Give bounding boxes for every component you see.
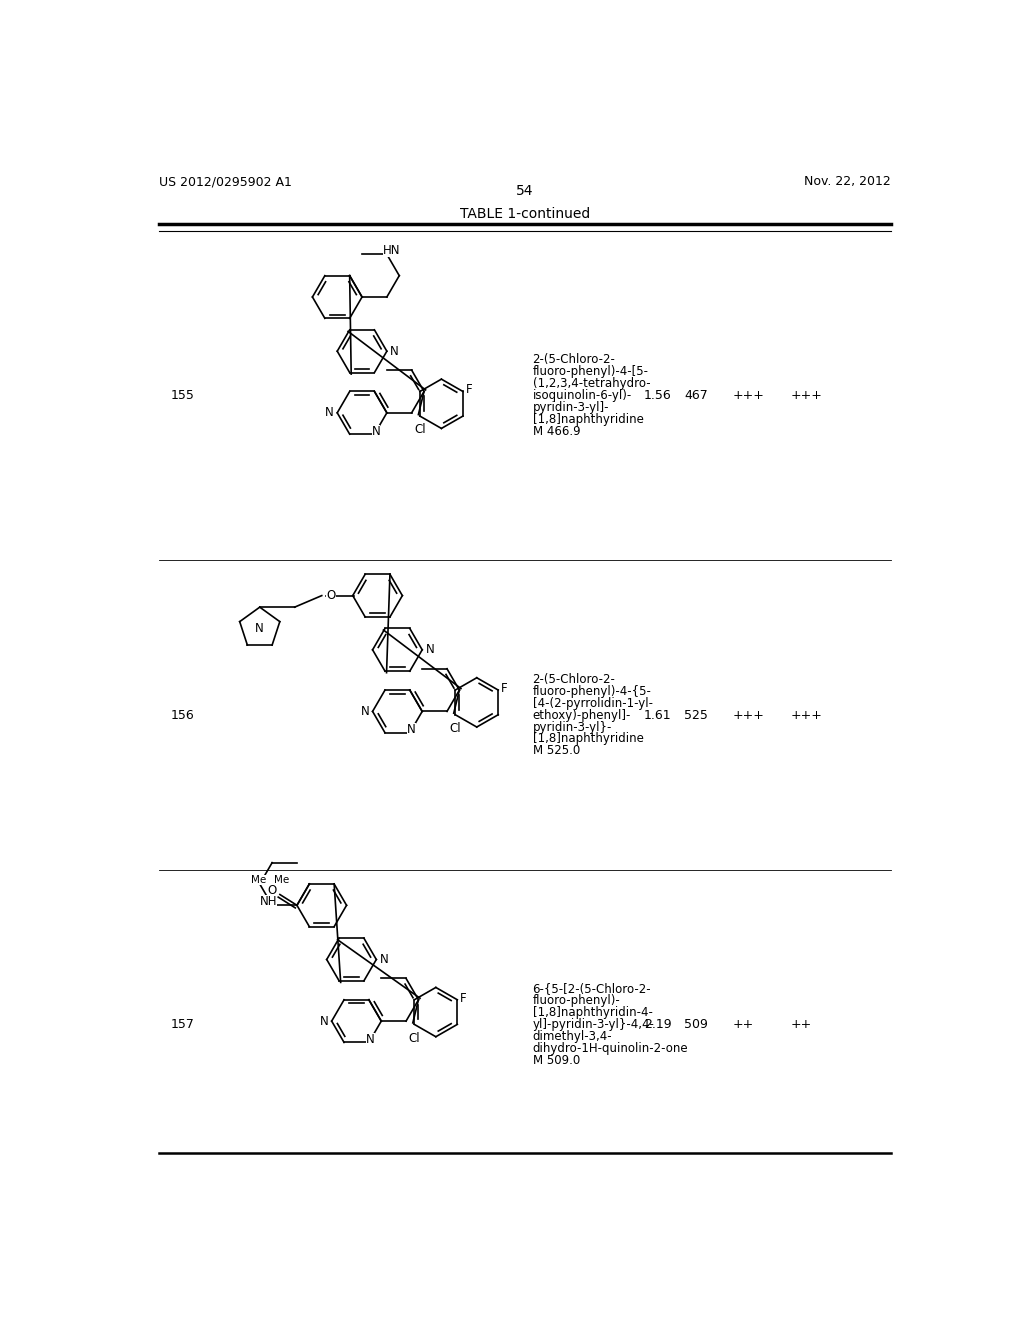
- Text: ++: ++: [791, 1018, 812, 1031]
- Text: TABLE 1-continued: TABLE 1-continued: [460, 207, 590, 220]
- Text: [1,8]naphthyridine: [1,8]naphthyridine: [532, 413, 643, 426]
- Text: Me: Me: [273, 875, 289, 886]
- Text: Cl: Cl: [409, 1032, 420, 1044]
- Text: pyridin-3-yl}-: pyridin-3-yl}-: [532, 721, 612, 734]
- Text: N: N: [255, 622, 264, 635]
- Text: 157: 157: [171, 1018, 195, 1031]
- Text: 525: 525: [684, 709, 709, 722]
- Text: yl]-pyridin-3-yl}-4,4-: yl]-pyridin-3-yl}-4,4-: [532, 1018, 654, 1031]
- Text: ++: ++: [732, 1018, 754, 1031]
- Text: N: N: [407, 723, 416, 737]
- Text: N: N: [426, 643, 434, 656]
- Text: N: N: [366, 1032, 375, 1045]
- Text: dimethyl-3,4-: dimethyl-3,4-: [532, 1030, 612, 1043]
- Text: 156: 156: [171, 709, 195, 722]
- Text: Cl: Cl: [450, 722, 461, 735]
- Text: O: O: [327, 589, 336, 602]
- Text: +++: +++: [732, 709, 764, 722]
- Text: Nov. 22, 2012: Nov. 22, 2012: [804, 176, 891, 187]
- Text: F: F: [460, 991, 467, 1005]
- Text: +++: +++: [791, 709, 822, 722]
- Text: 2-(5-Chloro-2-: 2-(5-Chloro-2-: [532, 673, 615, 686]
- Text: N: N: [326, 407, 334, 420]
- Text: N: N: [360, 705, 370, 718]
- Text: Cl: Cl: [414, 424, 426, 437]
- Text: N: N: [372, 425, 380, 437]
- Text: N: N: [390, 345, 399, 358]
- Text: +++: +++: [791, 389, 822, 403]
- Text: 54: 54: [516, 183, 534, 198]
- Text: O: O: [267, 884, 276, 898]
- Text: dihydro-1H-quinolin-2-one: dihydro-1H-quinolin-2-one: [532, 1041, 688, 1055]
- Text: N: N: [319, 1015, 329, 1027]
- Text: [4-(2-pyrrolidin-1-yl-: [4-(2-pyrrolidin-1-yl-: [532, 697, 652, 710]
- Text: 2-(5-Chloro-2-: 2-(5-Chloro-2-: [532, 354, 615, 366]
- Text: 509: 509: [684, 1018, 709, 1031]
- Text: +++: +++: [732, 389, 764, 403]
- Text: 6-{5-[2-(5-Chloro-2-: 6-{5-[2-(5-Chloro-2-: [532, 982, 651, 995]
- Text: HN: HN: [383, 244, 400, 257]
- Text: US 2012/0295902 A1: US 2012/0295902 A1: [159, 176, 292, 187]
- Text: pyridin-3-yl]-: pyridin-3-yl]-: [532, 401, 609, 414]
- Text: M 466.9: M 466.9: [532, 425, 581, 438]
- Text: fluoro-phenyl)-4-{5-: fluoro-phenyl)-4-{5-: [532, 685, 651, 698]
- Text: [1,8]naphthyridin-4-: [1,8]naphthyridin-4-: [532, 1006, 652, 1019]
- Text: 1.56: 1.56: [644, 389, 672, 403]
- Text: fluoro-phenyl)-4-[5-: fluoro-phenyl)-4-[5-: [532, 366, 648, 379]
- Text: NH: NH: [259, 895, 278, 908]
- Text: 1.61: 1.61: [644, 709, 672, 722]
- Text: N: N: [380, 953, 388, 966]
- Text: M 525.0: M 525.0: [532, 744, 580, 758]
- Text: F: F: [501, 682, 508, 696]
- Text: F: F: [466, 383, 472, 396]
- Text: isoquinolin-6-yl)-: isoquinolin-6-yl)-: [532, 389, 632, 403]
- Text: [1,8]naphthyridine: [1,8]naphthyridine: [532, 733, 643, 746]
- Text: (1,2,3,4-tetrahydro-: (1,2,3,4-tetrahydro-: [532, 378, 650, 391]
- Text: M 509.0: M 509.0: [532, 1053, 580, 1067]
- Text: fluoro-phenyl)-: fluoro-phenyl)-: [532, 994, 621, 1007]
- Text: 2.19: 2.19: [644, 1018, 672, 1031]
- Text: Me: Me: [251, 875, 266, 886]
- Text: ethoxy)-phenyl]-: ethoxy)-phenyl]-: [532, 709, 631, 722]
- Text: 155: 155: [171, 389, 195, 403]
- Text: 467: 467: [684, 389, 709, 403]
